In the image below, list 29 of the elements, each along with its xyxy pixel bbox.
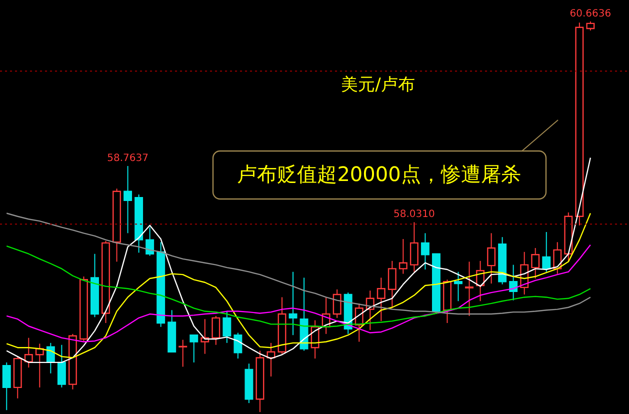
candlestick [222,310,232,344]
candlestick [420,232,430,270]
candlestick [410,222,418,272]
candlestick [454,271,462,302]
candlestick [124,165,132,234]
annotation: 60.6636 [570,8,612,20]
candlestick [200,318,210,354]
candlestick [376,277,386,322]
candlestick [190,334,198,363]
candlestick [465,261,474,316]
candlestick [531,248,540,279]
text: 美元/卢布 [341,75,415,95]
candlestick [234,332,242,360]
candlestick [388,260,396,309]
annotation: 58.7637 [107,152,148,164]
candlestick [542,231,551,272]
candlestick [24,337,33,368]
candlestick [57,344,66,388]
candlestick [178,339,188,368]
annotation: 卢布贬值超20000点，惨遭屠杀 [237,162,521,186]
candlestick [2,362,11,411]
candlestick [288,271,298,336]
candlestick [509,264,518,301]
candlestick [332,288,342,318]
candlestick [398,238,408,274]
candlestick [212,315,220,346]
candlestick [146,226,154,256]
candlestick [487,232,496,284]
annotation: 58.0310 [394,209,435,220]
